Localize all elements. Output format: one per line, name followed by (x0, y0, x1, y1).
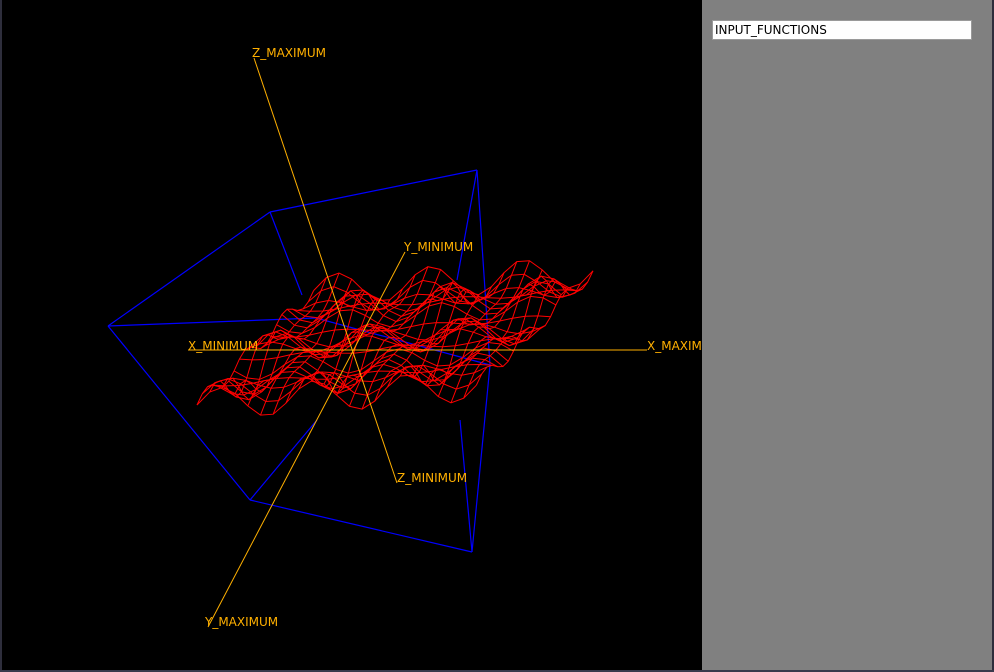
bbox-edge (249, 419, 318, 501)
function-surface (196, 260, 594, 416)
y-axis-line (207, 251, 406, 628)
bbox-edge (249, 499, 473, 553)
surface-grid-line (412, 260, 530, 386)
surface-grid-line (463, 278, 581, 399)
surface-grid-line (247, 291, 365, 407)
surface-grid-line (260, 290, 378, 416)
surface-grid-line (272, 289, 391, 415)
surface-grid-line (437, 281, 556, 397)
plot-viewport[interactable]: Z_MAXIMUM Z_MINIMUM Y_MINIMUM Y_MAXIMUM … (2, 0, 702, 670)
plot-canvas[interactable]: Z_MAXIMUM Z_MINIMUM Y_MINIMUM Y_MAXIMUM … (2, 0, 702, 670)
window-bottom-border (0, 670, 994, 672)
bbox-edge (315, 317, 491, 366)
surface-grid-line (387, 272, 505, 388)
surface-grid-line (361, 281, 480, 410)
y-minimum-label: Y_MINIMUM (403, 240, 473, 254)
bbox-edge (456, 169, 478, 281)
surface-grid-line (450, 275, 569, 403)
bbox-edge (269, 169, 478, 213)
bounding-box (107, 169, 491, 553)
bbox-edge (459, 419, 473, 553)
surface-grid-line (425, 269, 543, 385)
z-axis-line (253, 57, 398, 484)
x-maximum-label: X_MAXIM (647, 339, 702, 353)
surface-grid-line (475, 270, 594, 386)
z-minimum-label: Z_MINIMUM (397, 471, 467, 485)
surface-grid-line (221, 272, 340, 401)
bbox-edge (107, 317, 317, 327)
bbox-edge (471, 364, 491, 553)
bbox-edge (476, 169, 491, 366)
surface-grid-line (209, 277, 327, 398)
bbox-edge (107, 325, 251, 501)
surface-grid-line (348, 286, 467, 407)
surface-grid-line (323, 269, 442, 390)
bbox-edge (269, 211, 303, 296)
surface-grid-line (196, 290, 315, 406)
input-functions-field[interactable] (712, 20, 972, 40)
y-maximum-label: Y_MAXIMUM (204, 615, 278, 629)
surface-grid-line (374, 286, 492, 402)
surface-grid-line (399, 261, 518, 387)
bbox-edge (107, 211, 271, 327)
axes (188, 57, 647, 628)
surface-grid-line (310, 266, 429, 395)
surface-grid-line (336, 280, 454, 396)
surface-grid-line (298, 274, 416, 390)
x-minimum-label: X_MINIMUM (188, 339, 258, 353)
side-panel (702, 0, 992, 670)
z-maximum-label: Z_MAXIMUM (252, 46, 326, 60)
surface-grid-line (234, 279, 353, 394)
